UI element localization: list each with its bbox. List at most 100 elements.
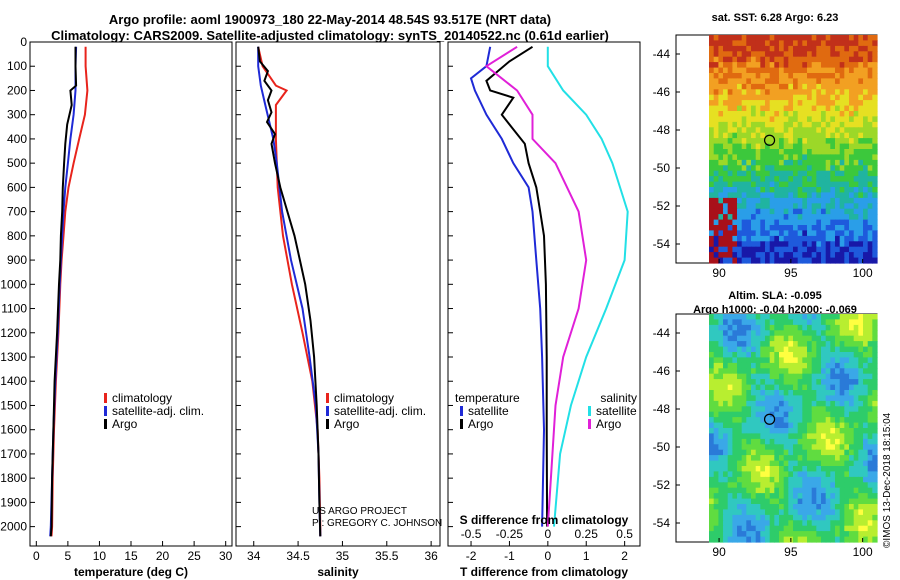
map-cell (755, 154, 761, 161)
map-cell (849, 208, 855, 215)
map-cell (765, 422, 771, 429)
map-cell (709, 67, 715, 74)
map-cell (844, 230, 850, 237)
map-cell (718, 94, 724, 101)
map-cell (732, 390, 738, 396)
map-cell (783, 379, 789, 386)
map-cell (741, 373, 747, 380)
map-cell (709, 509, 715, 516)
map-cell (727, 83, 733, 90)
map-cell (783, 83, 789, 90)
map-cell (821, 400, 827, 407)
map-cell (755, 346, 761, 353)
map-cell (713, 252, 719, 259)
map-cell (858, 176, 864, 183)
map-cell (746, 433, 752, 440)
map-cell (779, 73, 785, 79)
map-cell (751, 390, 757, 396)
map-cell (830, 433, 836, 440)
map-cell (709, 45, 715, 52)
map-cell (760, 406, 766, 413)
map-cell (737, 83, 743, 90)
map-cell (755, 235, 761, 242)
map-cell (811, 536, 817, 543)
map-cell (844, 176, 850, 183)
map-cell (783, 78, 789, 85)
map-cell (774, 252, 780, 259)
map-cell (727, 422, 733, 429)
map-cell (779, 471, 785, 478)
map-cell (713, 78, 719, 85)
map-cell (718, 73, 724, 79)
map-cell (802, 62, 808, 69)
map-cell (718, 433, 724, 440)
map-cell (765, 444, 771, 451)
map-cell (839, 406, 845, 413)
map-cell (821, 341, 827, 348)
map-cell (727, 460, 733, 467)
map-cell (718, 176, 724, 183)
map-cell (760, 411, 766, 418)
map-cell (783, 138, 789, 145)
map-cell (825, 149, 831, 155)
map-cell (825, 225, 831, 231)
map-cell (774, 159, 780, 166)
map-cell (709, 197, 715, 204)
map-cell (844, 357, 850, 364)
map-cell (797, 455, 803, 462)
map-cell (760, 192, 766, 199)
map-cell (751, 225, 757, 231)
map-cell (793, 45, 799, 52)
map-cell (867, 187, 873, 193)
map-cell (872, 83, 878, 90)
map-cell (867, 67, 873, 74)
map-cell (825, 357, 831, 364)
map-cell (746, 83, 752, 90)
map-cell (830, 362, 836, 369)
map-cell (760, 89, 766, 96)
map-cell (783, 438, 789, 445)
map-cell (732, 138, 738, 145)
map-cell (746, 225, 752, 231)
map-cell (751, 422, 757, 429)
map-cell (807, 214, 813, 221)
map-cell (835, 482, 841, 489)
map-cell (802, 219, 808, 226)
map-cell (779, 241, 785, 248)
map-cell (853, 181, 859, 188)
map-cell (811, 62, 817, 69)
map-cell (765, 203, 771, 210)
map-cell (807, 417, 813, 424)
map-cell (872, 384, 878, 391)
map-cell (863, 165, 869, 172)
map-cell (783, 149, 789, 155)
map-cell (811, 395, 817, 402)
map-cell (821, 197, 827, 204)
map-cell (835, 121, 841, 128)
map-cell (709, 127, 715, 134)
map-cell (853, 411, 859, 418)
map-cell (732, 225, 738, 231)
map-cell (844, 159, 850, 166)
map-cell (825, 214, 831, 221)
map-cell (830, 428, 836, 434)
map-cell (783, 181, 789, 188)
map-cell (788, 335, 794, 342)
x-tick-label: 25 (187, 549, 201, 563)
map-cell (769, 143, 775, 150)
map-cell (718, 455, 724, 462)
map-cell (727, 214, 733, 221)
map-cell (811, 390, 817, 396)
x2-tick-label: 0 (544, 527, 551, 541)
map-cell (737, 138, 743, 145)
map-cell (732, 417, 738, 424)
map-cell (811, 341, 817, 348)
map-cell (825, 192, 831, 199)
map-cell (839, 482, 845, 489)
map-cell (797, 460, 803, 467)
map-cell (825, 341, 831, 348)
map-cell (863, 314, 869, 320)
map-cell (835, 230, 841, 237)
map-cell (802, 105, 808, 112)
map-cell (765, 449, 771, 456)
